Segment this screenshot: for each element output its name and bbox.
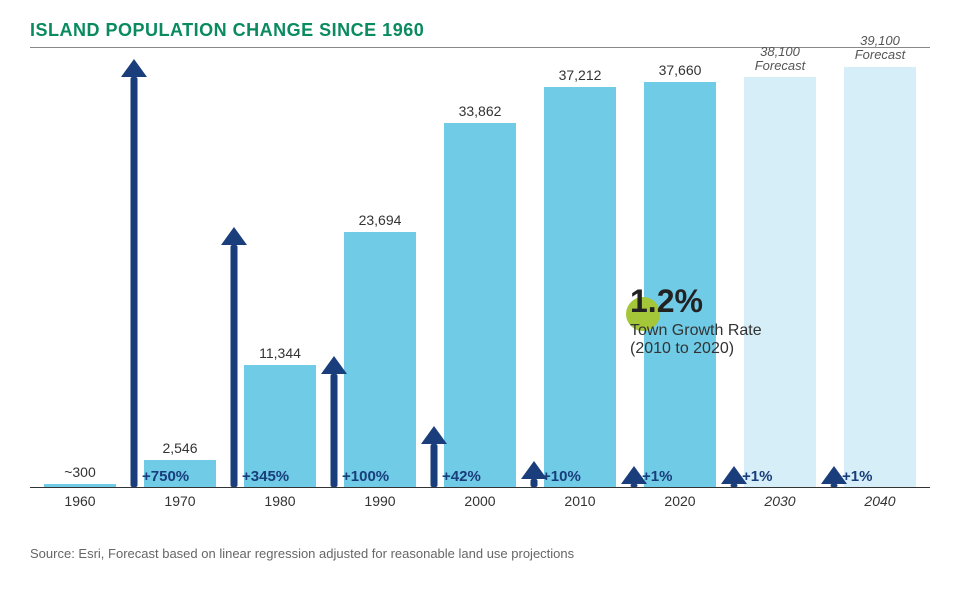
- bar: [344, 232, 416, 487]
- year-label: 1960: [36, 493, 124, 509]
- chart-container: ~300 1960 2,546 1970 11,344 1980 23,694 1990 33,…: [30, 58, 930, 528]
- arrow-shaft: [531, 479, 538, 487]
- bar-value-label: ~300: [36, 464, 124, 480]
- chart-title: ISLAND POPULATION CHANGE SINCE 1960: [30, 20, 930, 41]
- arrow-shaft: [831, 484, 838, 487]
- arrow-head-icon: [421, 426, 447, 444]
- bar-value-label: 2,546: [136, 440, 224, 456]
- bar-value-label: 37,212: [536, 67, 624, 83]
- bar: [444, 123, 516, 487]
- arrow-head-icon: [321, 356, 347, 374]
- arrow-head-icon: [221, 227, 247, 245]
- growth-rate-callout: 1.2% Town Growth Rate(2010 to 2020): [630, 283, 762, 358]
- pct-change-label: +750%: [142, 468, 189, 485]
- growth-arrow: [120, 61, 148, 487]
- arrow-shaft: [131, 77, 138, 487]
- bar-value-label: 39,100Forecast: [836, 34, 924, 63]
- year-label: 1980: [236, 493, 324, 509]
- year-label: 1990: [336, 493, 424, 509]
- plot-area: ~30019602,546197011,344198023,694199033,…: [30, 58, 930, 488]
- pct-change-label: +1%: [842, 468, 872, 485]
- pct-change-label: +345%: [242, 468, 289, 485]
- pct-change-label: +100%: [342, 468, 389, 485]
- year-label: 2030: [736, 493, 824, 509]
- year-label: 2010: [536, 493, 624, 509]
- bar: [844, 67, 916, 487]
- pct-change-label: +1%: [742, 468, 772, 485]
- growth-arrow: [220, 229, 248, 487]
- bar-value-label: 11,344: [236, 345, 324, 361]
- bar-value-label: 23,694: [336, 212, 424, 228]
- bar-value-label: 38,100Forecast: [736, 45, 824, 74]
- arrow-shaft: [431, 444, 438, 487]
- arrow-shaft: [231, 245, 238, 487]
- pct-change-label: +42%: [442, 468, 481, 485]
- arrow-head-icon: [121, 59, 147, 77]
- pct-change-label: +1%: [642, 468, 672, 485]
- bar-value-label: 37,660: [636, 62, 724, 78]
- source-text: Source: Esri, Forecast based on linear r…: [30, 546, 930, 561]
- arrow-shaft: [731, 484, 738, 487]
- bar-value-label: 33,862: [436, 103, 524, 119]
- arrow-shaft: [631, 484, 638, 487]
- year-label: 1970: [136, 493, 224, 509]
- arrow-shaft: [331, 374, 338, 487]
- year-label: 2020: [636, 493, 724, 509]
- year-label: 2000: [436, 493, 524, 509]
- callout-line1: Town Growth Rate: [630, 322, 762, 340]
- year-label: 2040: [836, 493, 924, 509]
- bar: [44, 484, 116, 487]
- callout-value: 1.2%: [630, 283, 762, 320]
- bar: [544, 87, 616, 487]
- callout-line2: (2010 to 2020): [630, 340, 762, 358]
- pct-change-label: +10%: [542, 468, 581, 485]
